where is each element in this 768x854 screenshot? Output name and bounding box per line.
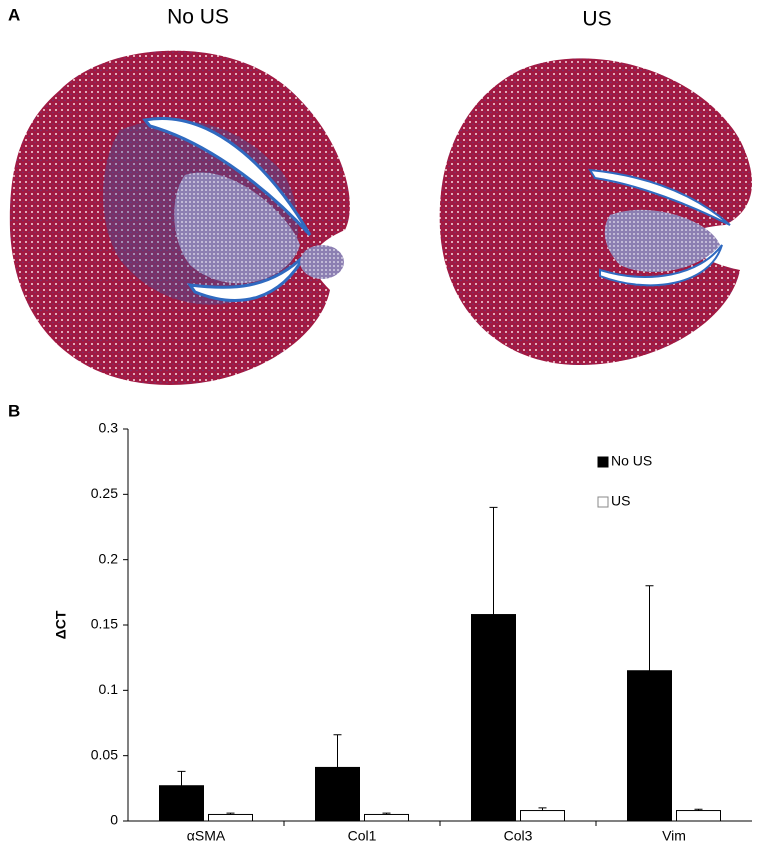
error-bar <box>177 770 186 786</box>
y-tick-label: 0.1 <box>99 681 119 697</box>
bar <box>520 810 565 822</box>
bar <box>208 813 253 822</box>
kidney-image <box>9 50 350 386</box>
y-tick-label: 0.25 <box>91 485 118 501</box>
x-tick-label: Vim <box>662 828 686 844</box>
y-tick-label: 0.15 <box>91 616 118 632</box>
error-bar <box>333 734 342 768</box>
x-tick-label: Col3 <box>504 828 533 844</box>
y-tick-label: 0.2 <box>99 550 119 566</box>
bar <box>315 766 360 822</box>
legend-swatch <box>597 496 609 508</box>
error-bar <box>489 506 498 615</box>
error-bar <box>538 807 547 811</box>
error-bar <box>226 812 235 815</box>
x-tick-label: αSMA <box>187 828 226 844</box>
bar <box>627 670 672 822</box>
bar <box>364 813 409 822</box>
bar <box>471 614 516 822</box>
bar <box>676 810 721 822</box>
error-bar <box>645 585 654 671</box>
kidney-image <box>439 58 752 365</box>
legend-label: No US <box>611 453 652 469</box>
image-title: No US <box>167 6 229 29</box>
legend-swatch <box>597 456 609 468</box>
y-tick-label: 0 <box>110 812 118 828</box>
y-axis-label: ΔCT <box>53 610 69 639</box>
x-tick-label: Col1 <box>348 828 377 844</box>
legend-label: US <box>611 493 630 509</box>
bar <box>159 785 204 822</box>
y-tick-label: 0.3 <box>99 420 119 436</box>
error-bar <box>382 812 391 815</box>
panel-label: B <box>8 401 20 420</box>
y-tick-label: 0.05 <box>91 746 118 762</box>
image-title: US <box>582 8 611 31</box>
error-bar <box>694 808 703 811</box>
panel-label: A <box>8 5 20 24</box>
